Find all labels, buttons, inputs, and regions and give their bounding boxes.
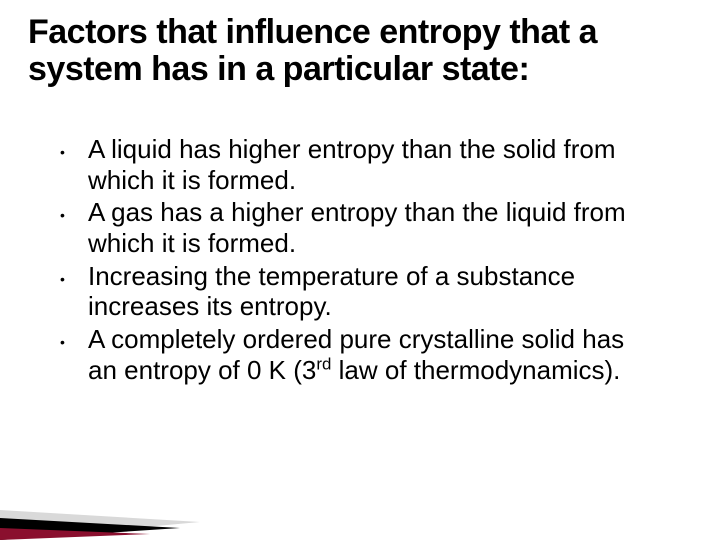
list-item-text: A completely ordered pure crystalline so… — [88, 324, 650, 385]
slide-title: Factors that influence entropy that a sy… — [28, 14, 692, 89]
list-item: •A completely ordered pure crystalline s… — [60, 324, 650, 385]
list-item: •A liquid has higher entropy than the so… — [60, 134, 650, 195]
corner-decoration — [0, 450, 280, 540]
superscript: rd — [316, 354, 331, 373]
bullet-icon: • — [60, 324, 88, 351]
wedge-shape — [0, 528, 150, 540]
wedge-shape — [0, 518, 180, 540]
list-item-text: A gas has a higher entropy than the liqu… — [88, 197, 650, 258]
bullet-icon: • — [60, 261, 88, 288]
list-item: •Increasing the temperature of a substan… — [60, 261, 650, 322]
bullet-icon: • — [60, 134, 88, 161]
list-item: •A gas has a higher entropy than the liq… — [60, 197, 650, 258]
list-item-text: Increasing the temperature of a substanc… — [88, 261, 650, 322]
list-item-text: A liquid has higher entropy than the sol… — [88, 134, 650, 195]
wedge-shape — [0, 510, 200, 540]
slide: Factors that influence entropy that a sy… — [0, 0, 720, 540]
slide-body: •A liquid has higher entropy than the so… — [60, 134, 650, 387]
bullet-icon: • — [60, 197, 88, 224]
